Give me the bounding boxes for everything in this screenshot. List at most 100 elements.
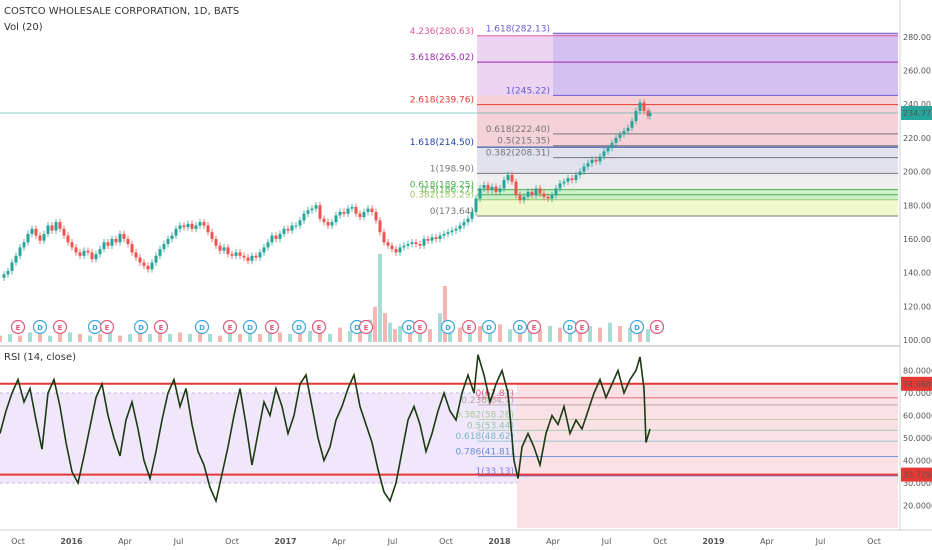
candle-body: [198, 222, 202, 226]
fib-zone-upper: [553, 33, 898, 96]
fib-label: 1(198.90): [430, 164, 474, 174]
marker-label: E: [467, 324, 472, 332]
rsi-level-label: 33.7293: [903, 471, 932, 480]
candle-body: [618, 134, 622, 138]
candle-body: [382, 232, 386, 243]
candle-body: [30, 228, 34, 234]
main-fib-zones: [477, 33, 898, 216]
candle-body: [90, 252, 94, 260]
fib-zone-light: [477, 173, 898, 190]
volume-bar: [408, 327, 412, 342]
marker-label: E: [580, 324, 585, 332]
fib-zone-middle: [477, 95, 898, 148]
marker-label: D: [445, 324, 451, 332]
volume-bar: [328, 334, 332, 342]
volume-bar: [338, 327, 342, 342]
candle-body: [298, 220, 302, 226]
marker-circle: [10, 319, 26, 335]
candle-body: [418, 244, 422, 246]
marker-circle: [32, 319, 48, 335]
candle-body: [474, 198, 478, 212]
candle-body: [210, 232, 214, 239]
candle-body: [114, 238, 118, 243]
marker-circle: [99, 319, 115, 335]
candle-body: [530, 191, 534, 196]
price-axis[interactable]: 280.00 260.00 240.00 220.00 200.00 180.00 160.…: [901, 33, 932, 345]
time-axis[interactable]: Oct 2016 Apr Jul Oct 2017 Apr Jul Oct 2018 Apr Jul O…: [11, 537, 881, 546]
time-tick-label: Apr: [332, 537, 347, 546]
candle-body: [338, 212, 342, 216]
candle-body: [130, 244, 134, 253]
volume-bar: [558, 327, 562, 342]
marker-circle: [358, 319, 374, 335]
candle-body: [390, 245, 394, 250]
candle-body: [594, 159, 598, 162]
time-tick-label: 2016: [60, 537, 83, 546]
candle-body: [86, 250, 90, 253]
candle-body: [162, 244, 166, 250]
time-tick-label: Jul: [601, 537, 612, 546]
rsi-tick-label: 20.0000: [903, 502, 932, 511]
volume-bar: [438, 313, 442, 342]
time-tick-label: Jul: [173, 537, 184, 546]
marker-label: E: [418, 324, 423, 332]
candle-body: [102, 242, 106, 250]
time-tick-label: Oct: [225, 537, 239, 546]
volume-bar: [278, 332, 282, 342]
candle-body: [510, 174, 514, 182]
marker-circle: [52, 319, 68, 335]
rsi-axis[interactable]: 80.0000 70.0000 60.0000 50.0000 40.0000 30.00…: [901, 367, 932, 511]
candle-body: [358, 213, 362, 218]
candle-body: [330, 222, 334, 226]
volume-bar: [258, 334, 262, 342]
marker-circle: [629, 319, 645, 335]
time-tick-label: 2017: [274, 537, 296, 546]
candle-body: [398, 247, 402, 253]
marker-circle: [481, 319, 497, 335]
candle-body: [158, 249, 162, 256]
candle-body: [54, 222, 58, 231]
volume-bar: [128, 334, 132, 342]
marker-label: D: [354, 324, 360, 332]
candle-body: [558, 183, 562, 189]
volume-bar: [578, 329, 582, 342]
candle-body: [470, 212, 474, 219]
marker-label: D: [486, 324, 492, 332]
fib-label: 0.5(215.35): [497, 137, 550, 147]
volume-bar: [38, 334, 42, 342]
candle-body: [610, 142, 614, 148]
candle-body: [506, 174, 510, 180]
last-price-badge: [901, 106, 932, 121]
marker-label: E: [16, 324, 21, 332]
volume-bar: [208, 334, 212, 342]
candle-body: [454, 228, 458, 231]
volume-bar: [388, 322, 392, 342]
marker-label: D: [37, 324, 43, 332]
volume-bar: [458, 327, 462, 342]
volume-bar: [538, 329, 542, 342]
fib-label: 0.382(183.29): [410, 191, 474, 201]
price-tick-label: 100.00: [903, 336, 931, 345]
time-tick-label: Oct: [867, 537, 881, 546]
candle-body: [242, 255, 246, 258]
volume-bar: [608, 322, 612, 342]
candle-body: [422, 238, 426, 246]
price-tick-label: 280.00: [903, 33, 931, 42]
candle-body: [278, 233, 282, 239]
candle-body: [118, 233, 122, 243]
candle-body: [58, 222, 62, 229]
rsi-fib-label: 0.786(41.81): [455, 447, 514, 457]
fib-label: 0.5(186.27): [421, 186, 474, 196]
volume-bar: [468, 329, 472, 342]
candle-body: [606, 148, 610, 152]
volume-bar: [28, 332, 32, 342]
marker-label: E: [105, 324, 110, 332]
volume-bar: [168, 334, 172, 342]
candle-body: [406, 244, 410, 246]
candle-body: [366, 208, 370, 212]
candle-body: [266, 242, 270, 248]
marker-label: E: [532, 324, 537, 332]
marker-circle: [133, 319, 149, 335]
candle-body: [514, 181, 518, 196]
